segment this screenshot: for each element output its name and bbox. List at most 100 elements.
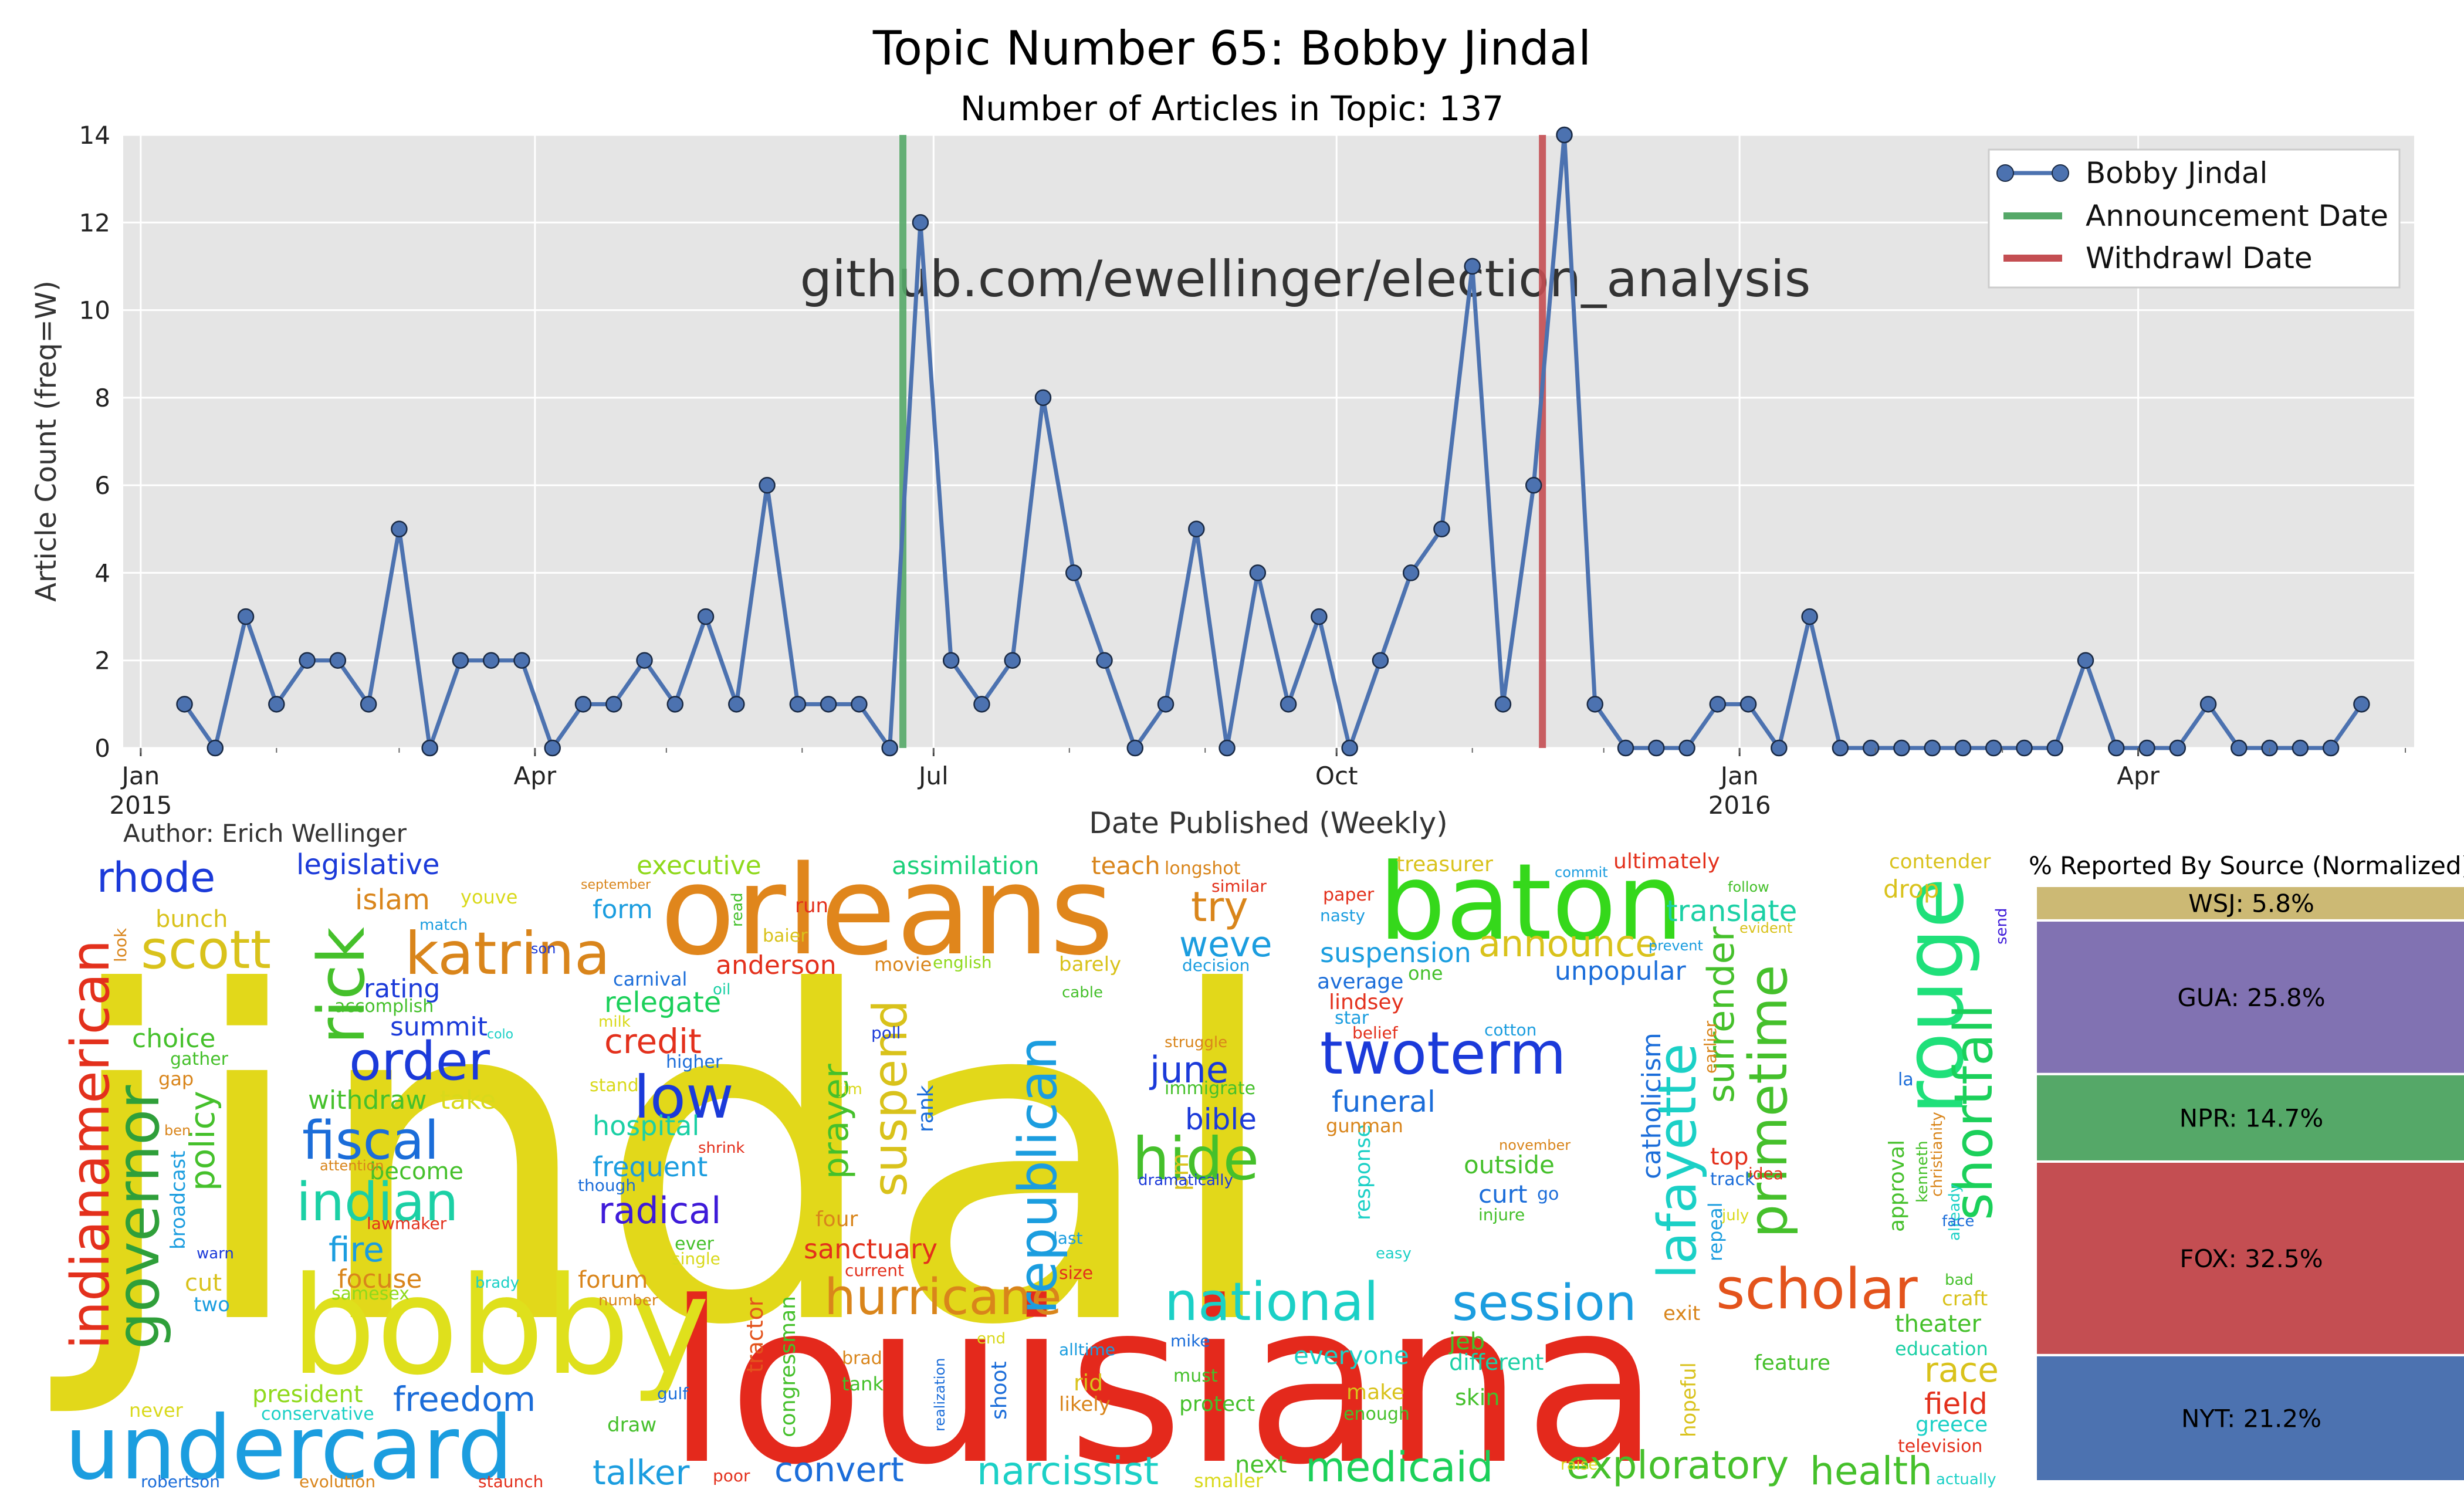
data-point [1249,564,1267,581]
data-point [268,696,285,713]
word-gulf: gulf [657,1384,689,1403]
word-ultimately: ultimately [1613,849,1720,874]
data-point [2077,652,2094,669]
data-point [666,696,684,713]
word-mike: mike [1170,1331,1210,1351]
data-point [973,696,990,713]
word-jim: jim [838,1081,862,1098]
data-point [421,739,438,757]
word-hopeful: hopeful [1677,1362,1701,1437]
word-last: last [1053,1228,1083,1248]
legend-marker-bobby-jindal [1996,164,2014,182]
author-credit: Author: Erich Wellinger [123,819,407,848]
data-point [176,696,193,713]
data-point [1586,696,1604,713]
word-september: september [581,878,651,892]
data-point [759,476,776,494]
word-louisiana: louisiana [666,1254,1660,1496]
source-segment-gua [2035,919,2464,1075]
word-governor: governor [104,1085,172,1349]
legend-label-withdrawal: Withdrawl Date [2086,241,2313,275]
data-point [1034,389,1052,407]
word-session: session [1452,1274,1637,1332]
word-enough: enough [1343,1404,1410,1424]
data-point [912,214,929,231]
word-belief: belief [1352,1023,1399,1043]
data-point [1065,564,1082,581]
word-four: four [815,1207,858,1231]
word-indianamerican: indianamerican [60,940,121,1349]
word-evolution: evolution [299,1472,375,1491]
word-brad: brad [842,1348,882,1369]
word-shoot: shoot [987,1361,1011,1420]
word-theater: theater [1895,1311,1981,1338]
word-star: star [1335,1008,1369,1028]
word-likely: likely [1059,1393,1111,1416]
word-conservative: conservative [261,1404,374,1424]
word-field: field [1924,1387,1988,1421]
word-look: look [111,928,130,962]
word-islam: islam [355,884,430,916]
word-july: july [1721,1207,1749,1224]
y-tick-label: 4 [94,559,110,587]
data-point [1924,739,1941,757]
word-carnival: carnival [613,968,687,990]
legend: Bobby Jindal Announcement Date Withdrawl… [1988,148,2401,289]
data-point [329,652,347,669]
y-tick-label: 14 [79,121,110,150]
data-point [1525,476,1542,494]
data-point [942,652,960,669]
word-face: face [1942,1213,1974,1230]
word-medicaid: medicaid [1305,1443,1493,1491]
word-immigrate: immigrate [1165,1078,1255,1099]
word-prayer: prayer [815,1064,857,1179]
legend-label-announcement: Announcement Date [2086,199,2388,233]
data-point [1311,608,1328,625]
word-suspend: suspend [863,1000,918,1197]
word-november: november [1499,1137,1571,1153]
x-tick-label: Jan [120,761,160,790]
source-label-npr: NPR: 14.7% [2179,1104,2324,1132]
word-fiscal: fiscal [302,1110,439,1172]
data-point [2199,696,2217,713]
source-segment-wsj [2035,885,2464,922]
word-two: two [194,1293,230,1316]
source-stacked-bar: % Reported By Source (Normalized) NYT: 2… [2029,851,2464,1483]
word-staunch: staunch [478,1472,543,1491]
word-translate: translate [1666,894,1797,928]
data-point [1402,564,1420,581]
word-withdraw: withdraw [308,1085,427,1115]
word-idea: idea [1748,1164,1783,1183]
word-executive: executive [637,851,761,881]
data-point [1985,739,2002,757]
word-tractor: tractor [742,1297,768,1373]
data-point [1739,696,1757,713]
word-barely: barely [1059,953,1121,976]
word-gather: gather [170,1049,229,1069]
word-pm: pm [1167,1153,1194,1191]
word-policy: policy [182,1091,222,1191]
data-point [1954,739,1972,757]
data-point [1648,739,1665,757]
y-axis-label: Article Count (freq=W) [30,280,63,602]
word-convert: convert [774,1450,904,1490]
word-evident: evident [1739,920,1792,936]
word-scholar: scholar [1716,1257,1918,1322]
word-weve: weve [1179,924,1272,965]
word-bobby: bobby [290,1248,710,1405]
source-label-wsj: WSJ: 5.8% [2188,889,2314,918]
series-bobby-jindal [176,126,2370,757]
word-katrina: katrina [405,919,610,988]
word-twoterm: twoterm [1320,1019,1566,1088]
word-unpopular: unpopular [1555,956,1687,986]
word-warn: warn [197,1245,234,1263]
data-point [820,696,837,713]
word-suspension: suspension [1320,937,1471,969]
word-earlier: earlier [1701,1020,1720,1074]
word-stand: stand [590,1075,639,1096]
word-republican: republican [1007,1037,1069,1314]
data-point [391,520,408,538]
word-smaller: smaller [1194,1470,1264,1492]
